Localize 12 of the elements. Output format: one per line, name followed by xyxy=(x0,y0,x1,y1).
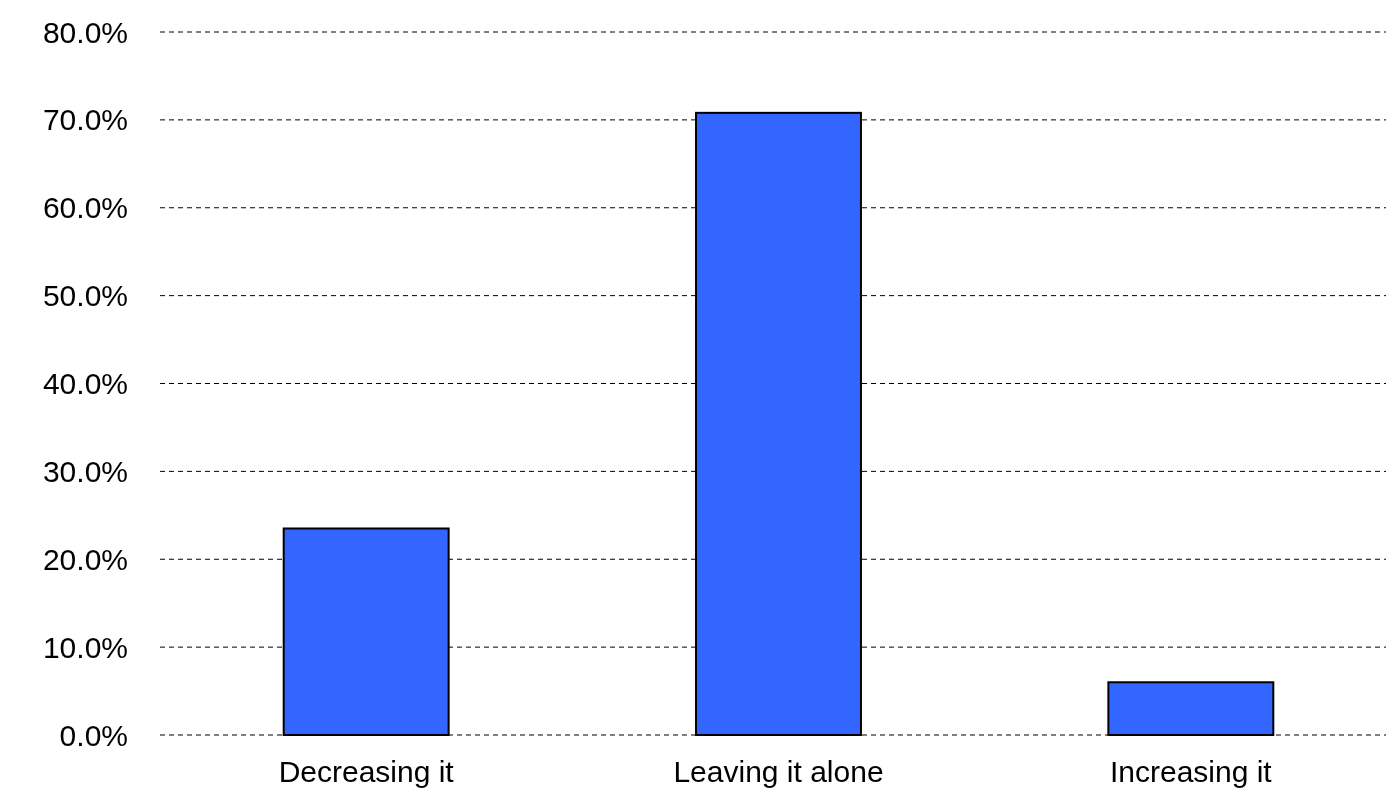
y-tick-label: 30.0% xyxy=(42,454,128,488)
y-tick-label: 10.0% xyxy=(42,630,128,664)
y-tick-label: 80.0% xyxy=(42,15,128,49)
y-tick-label: 60.0% xyxy=(42,191,128,225)
x-tick-label: Leaving it alone xyxy=(673,755,884,788)
y-tick-label: 50.0% xyxy=(42,279,128,313)
y-tick-label: 20.0% xyxy=(42,542,128,576)
x-tick-label: Increasing it xyxy=(1109,755,1273,788)
y-tick-label: 70.0% xyxy=(42,103,128,137)
y-tick-label: 40.0% xyxy=(42,367,128,400)
y-tick-label: 0.0% xyxy=(59,718,128,752)
x-tick-label: Decreasing it xyxy=(278,755,455,788)
